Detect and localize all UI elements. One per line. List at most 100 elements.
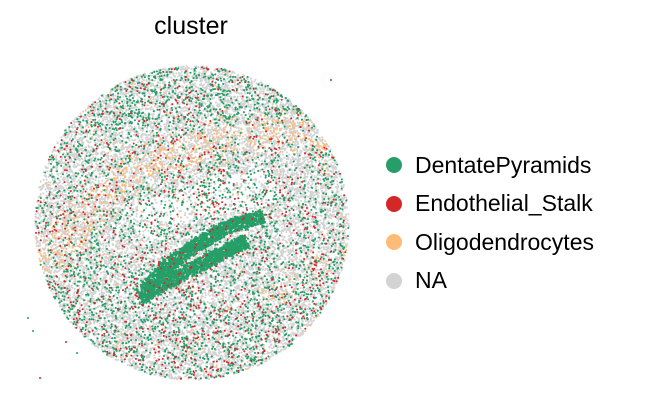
scatter-point — [190, 318, 193, 321]
scatter-point — [160, 203, 163, 206]
scatter-point — [268, 260, 271, 263]
scatter-point — [285, 134, 288, 137]
scatter-point — [289, 233, 293, 236]
scatter-point — [88, 315, 91, 318]
scatter-point — [87, 338, 90, 341]
scatter-point — [232, 316, 235, 319]
scatter-point — [222, 269, 225, 272]
scatter-point — [284, 183, 287, 187]
scatter-point — [296, 153, 299, 157]
scatter-point — [85, 269, 88, 272]
scatter-point — [95, 127, 98, 130]
scatter-point — [176, 342, 179, 345]
scatter-point — [291, 163, 294, 167]
scatter-point — [217, 175, 220, 178]
scatter-point — [308, 178, 311, 181]
scatter-point — [39, 180, 42, 183]
scatter-point — [245, 153, 248, 156]
scatter-point — [286, 281, 289, 284]
scatter-point — [345, 196, 348, 199]
scatter-point — [293, 232, 296, 235]
scatter-point — [174, 235, 177, 238]
scatter-points — [27, 65, 350, 381]
scatter-point — [342, 239, 345, 242]
scatter-point — [292, 244, 295, 247]
scatter-point — [78, 149, 81, 152]
scatter-point — [221, 338, 225, 341]
scatter-point — [168, 297, 171, 300]
scatter-point — [93, 311, 96, 314]
scatter-point — [272, 187, 275, 190]
scatter-point — [192, 93, 195, 96]
scatter-point — [101, 175, 104, 178]
scatter-point — [208, 294, 211, 297]
scatter-point — [137, 322, 140, 325]
scatter-point — [241, 357, 245, 360]
scatter-point — [79, 112, 82, 115]
scatter-point — [281, 150, 284, 153]
scatter-point — [51, 263, 55, 266]
scatter-point — [204, 120, 207, 123]
scatter-point — [202, 109, 205, 112]
scatter-point — [255, 148, 258, 152]
scatter-point — [240, 182, 243, 186]
scatter-point — [154, 98, 157, 101]
scatter-point — [267, 327, 271, 330]
scatter-point — [307, 321, 310, 324]
scatter-point — [213, 182, 216, 185]
scatter-point — [167, 245, 170, 248]
scatter-point — [52, 292, 55, 295]
scatter-point — [145, 239, 148, 242]
scatter-point — [285, 151, 288, 154]
scatter-point — [280, 222, 283, 226]
scatter-point — [268, 132, 271, 135]
scatter-point — [41, 267, 44, 271]
scatter-point — [82, 110, 85, 113]
scatter-point — [298, 169, 301, 172]
scatter-point — [261, 87, 264, 90]
scatter-point — [163, 196, 166, 199]
scatter-point — [271, 189, 275, 193]
scatter-point — [289, 205, 292, 208]
scatter-point — [246, 78, 249, 81]
scatter-point — [306, 195, 310, 198]
scatter-point — [127, 205, 130, 208]
scatter-point — [250, 280, 253, 283]
scatter-point — [193, 330, 196, 333]
scatter-point — [260, 356, 263, 359]
scatter-point — [153, 209, 156, 212]
scatter-point — [202, 300, 205, 303]
scatter-point — [263, 262, 266, 265]
scatter-point — [117, 304, 120, 307]
scatter-point — [146, 223, 149, 226]
scatter-point — [97, 176, 100, 179]
scatter-point — [127, 219, 130, 222]
scatter-point — [316, 214, 320, 217]
scatter-point — [309, 204, 312, 207]
chart-title: cluster — [0, 12, 382, 41]
scatter-point — [134, 82, 137, 86]
scatter-point — [74, 295, 77, 298]
scatter-point — [238, 141, 241, 145]
scatter-point — [136, 141, 139, 144]
scatter-point — [265, 134, 268, 137]
scatter-point — [117, 195, 121, 198]
scatter-point — [308, 238, 311, 241]
scatter-point — [126, 256, 129, 259]
scatter-point — [136, 235, 139, 238]
scatter-point — [138, 310, 141, 313]
scatter-point — [339, 194, 343, 197]
scatter-point — [61, 196, 65, 199]
scatter-point — [156, 106, 159, 109]
scatter-point — [267, 135, 270, 138]
scatter-point — [105, 116, 109, 119]
scatter-point — [264, 198, 267, 202]
scatter-point — [220, 84, 223, 88]
scatter-point — [106, 118, 109, 121]
scatter-point — [215, 204, 218, 207]
scatter-point — [49, 181, 52, 184]
scatter-point — [242, 278, 246, 281]
scatter-point — [77, 132, 80, 135]
scatter-point — [96, 301, 99, 304]
scatter-point — [210, 133, 213, 136]
